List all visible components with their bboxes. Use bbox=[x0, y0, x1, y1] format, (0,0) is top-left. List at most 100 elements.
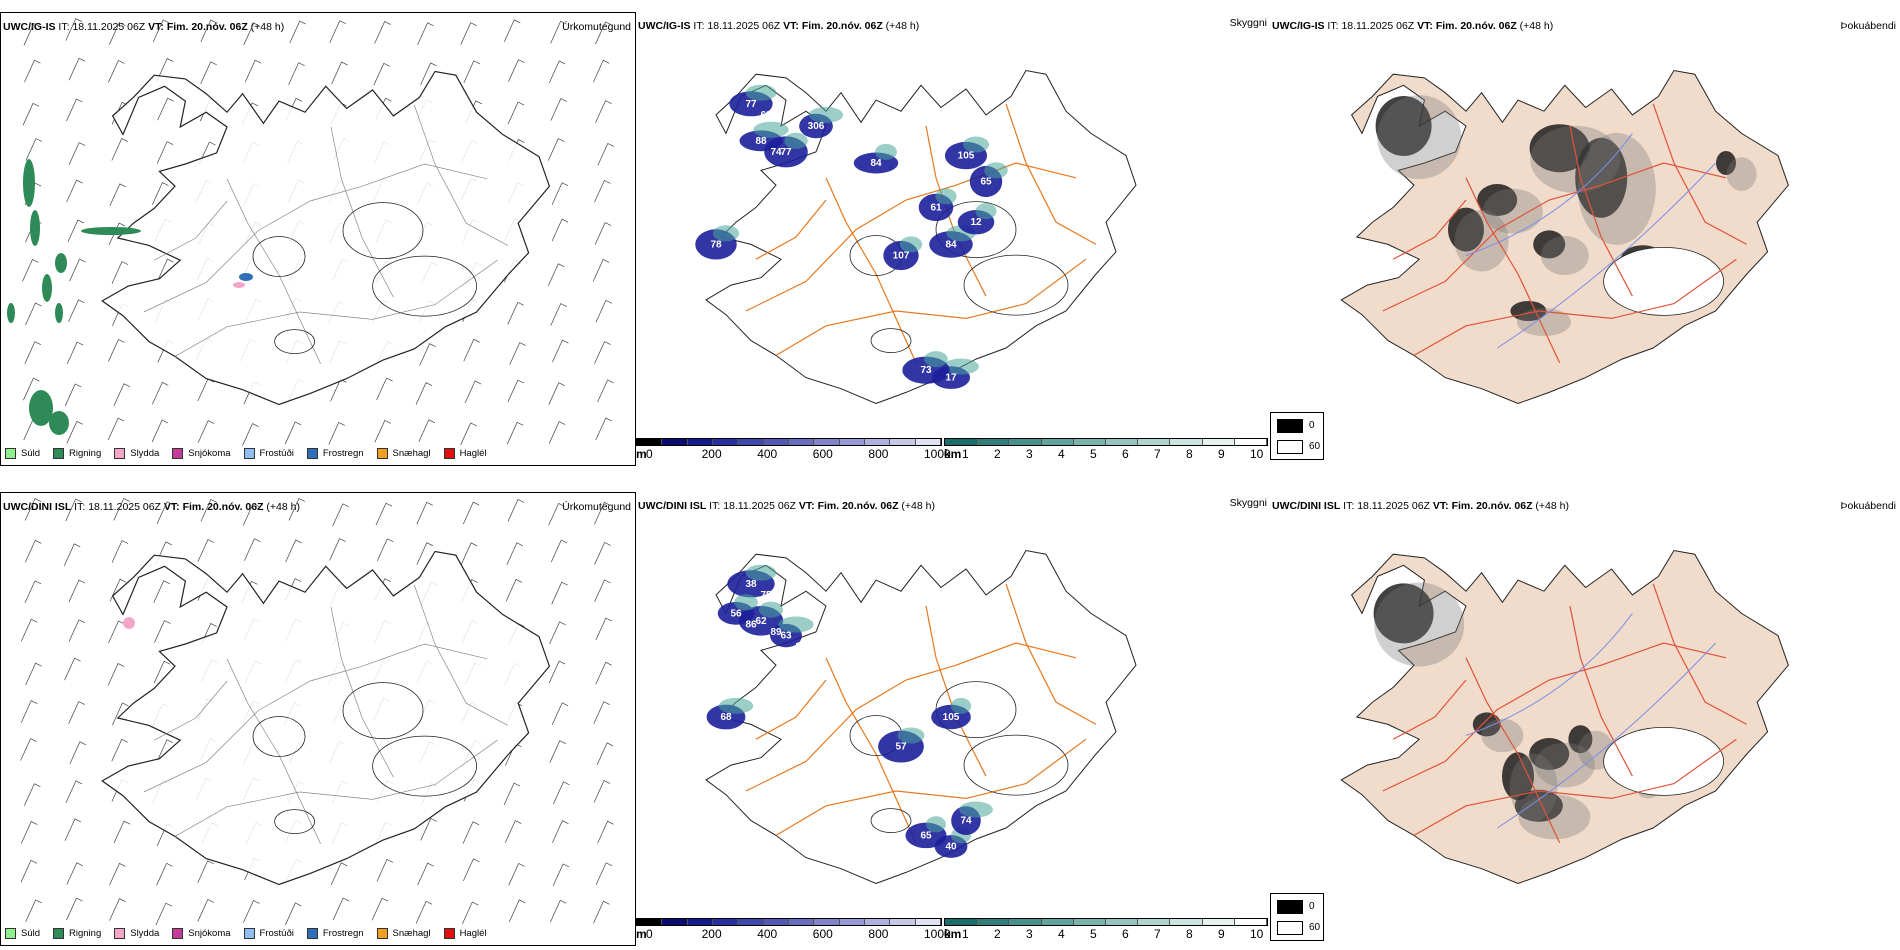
legend-item: Frostregn bbox=[306, 448, 364, 459]
colorbar-bin bbox=[1170, 919, 1203, 925]
colorbar-bin bbox=[915, 439, 941, 445]
fog-dense-area bbox=[1529, 738, 1570, 770]
wind-barb bbox=[285, 902, 302, 926]
wind-barb bbox=[242, 423, 259, 446]
wind-barb bbox=[593, 59, 610, 83]
legend-label: Snjókoma bbox=[188, 448, 231, 459]
fog-min-swatch bbox=[1277, 440, 1303, 454]
fog-area bbox=[1481, 718, 1524, 753]
road-line bbox=[925, 605, 987, 777]
legend-swatch bbox=[243, 448, 255, 459]
road-line bbox=[775, 258, 1087, 356]
visibility-area bbox=[745, 564, 777, 581]
road-line bbox=[775, 738, 1087, 836]
colorbar-tick-label: 7 bbox=[1154, 447, 1161, 461]
wind-barb bbox=[244, 538, 261, 561]
visibility-value-label: 40 bbox=[945, 842, 957, 853]
colorbar-tick-label: 8 bbox=[1186, 447, 1193, 461]
colorbar-bin bbox=[738, 439, 764, 445]
fog-area bbox=[1454, 209, 1509, 272]
colorbar-bin bbox=[1106, 439, 1139, 445]
fog-dense-area bbox=[1716, 151, 1736, 175]
wind-barb bbox=[503, 782, 521, 806]
wind-barb bbox=[108, 222, 126, 246]
wind-barb bbox=[548, 60, 566, 84]
wind-barb bbox=[507, 499, 525, 522]
visibility-value-label: 107 bbox=[893, 251, 910, 262]
wind-barb bbox=[507, 379, 524, 403]
colorbar-strip bbox=[944, 438, 1268, 446]
wind-barb bbox=[547, 263, 565, 286]
rain-area bbox=[7, 303, 15, 323]
fog-area bbox=[1534, 742, 1595, 788]
wind-barb bbox=[594, 541, 611, 565]
wind-barb bbox=[22, 102, 40, 126]
wind-barb bbox=[68, 299, 85, 322]
colorbar-bin bbox=[637, 439, 663, 445]
legend-item: Haglél bbox=[443, 928, 487, 939]
wind-barb bbox=[200, 19, 217, 43]
visibility-value-label: 86 bbox=[745, 620, 757, 631]
colorbar-bin bbox=[839, 439, 865, 445]
visibility-area bbox=[950, 697, 972, 714]
wind-barb bbox=[199, 141, 216, 165]
wind-barb bbox=[152, 381, 169, 405]
wind-barb bbox=[197, 420, 215, 443]
fog-dense-area bbox=[1477, 184, 1518, 216]
visibility-value-label: 62 bbox=[755, 616, 767, 627]
wind-barb bbox=[462, 821, 480, 844]
visibility-area bbox=[935, 188, 957, 205]
precip-map bbox=[20, 497, 614, 926]
panel-title: UWC/IG-IS IT: 18.11.2025 06Z VT: Fim. 20… bbox=[1272, 20, 1554, 32]
wind-barb bbox=[154, 620, 171, 643]
legend-label: Rigning bbox=[69, 448, 102, 459]
wind-barb bbox=[461, 901, 479, 925]
wind-barb bbox=[551, 702, 569, 725]
visibility-value-label: 78 bbox=[710, 239, 722, 250]
legend-swatch bbox=[114, 928, 126, 939]
wind-barb bbox=[463, 858, 480, 882]
river-line bbox=[1496, 642, 1716, 829]
fog-map bbox=[1340, 549, 1789, 885]
wind-barb bbox=[64, 657, 81, 681]
coastline bbox=[705, 549, 1137, 885]
road-line bbox=[154, 680, 228, 741]
legend-swatch bbox=[53, 448, 65, 459]
fog-dense-area bbox=[1533, 230, 1566, 259]
wind-barb bbox=[197, 898, 214, 922]
colorbar-tick-label: 5 bbox=[1090, 447, 1097, 461]
wind-barb bbox=[419, 343, 436, 366]
legend-label: Frostregn bbox=[322, 448, 364, 459]
visibility-value-label: 38 bbox=[745, 579, 757, 590]
colorbar-bin bbox=[977, 919, 1010, 925]
colorbar-bin bbox=[662, 439, 688, 445]
wind-barb bbox=[508, 59, 525, 82]
colorbar-tick-label: 9 bbox=[1218, 447, 1225, 461]
fog-area bbox=[1540, 235, 1589, 276]
wind-barb bbox=[597, 379, 614, 403]
colorbar-unit: m bbox=[636, 447, 647, 461]
glacier-outline bbox=[935, 201, 1017, 259]
wind-barb bbox=[593, 900, 610, 924]
wind-barb bbox=[593, 780, 611, 803]
colorbar-bin bbox=[763, 439, 789, 445]
rain-area bbox=[49, 411, 69, 435]
colorbar-tick-label: 400 bbox=[757, 447, 778, 461]
colorbar-bin bbox=[788, 439, 815, 445]
colorbar-tick-label: 2 bbox=[994, 447, 1001, 461]
colorbar-bin bbox=[945, 919, 978, 925]
wind-barb bbox=[376, 377, 393, 401]
panel-kind-label: Úrkomutegund bbox=[562, 21, 631, 33]
panel-kind-label: Skyggni bbox=[1229, 497, 1267, 509]
wind-barb bbox=[288, 497, 306, 521]
legend-swatch bbox=[172, 928, 184, 939]
colorbar-bin bbox=[1138, 919, 1171, 925]
colorbar-bin bbox=[945, 439, 978, 445]
wind-barb bbox=[69, 741, 87, 764]
legend-swatch bbox=[306, 928, 318, 939]
wind-barb bbox=[597, 820, 614, 844]
wind-barb bbox=[553, 781, 570, 804]
colorbar-tick-label: 3 bbox=[1026, 927, 1033, 941]
coastline bbox=[1340, 69, 1789, 405]
wind-barb bbox=[156, 501, 174, 524]
